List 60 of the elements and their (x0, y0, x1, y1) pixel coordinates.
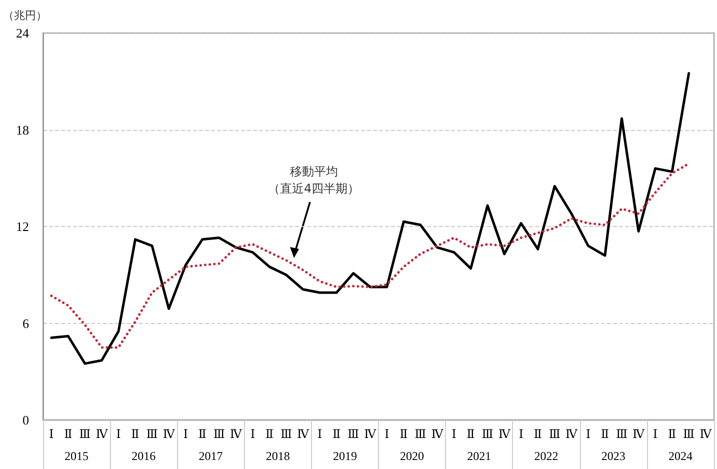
text: 2015 (64, 449, 89, 463)
x-tick-label: Ⅳ (297, 427, 310, 441)
text: 2021 (467, 449, 492, 463)
x-tick-label: Ⅲ (548, 427, 560, 441)
x-tick-label: Ⅲ (683, 427, 695, 441)
x-tick-label: Ⅱ (600, 427, 610, 441)
x-tick-label: Ⅰ (518, 427, 524, 441)
x-tick-label: Ⅰ (183, 427, 188, 441)
x-tick-label: Ⅲ (348, 427, 360, 441)
x-tick-label: Ⅲ (79, 427, 91, 441)
x-tick-label: Ⅰ (384, 427, 390, 441)
line-series (50, 72, 690, 365)
text: 2019 (332, 449, 357, 463)
x-tick-label: Ⅱ (534, 427, 542, 441)
x-tick-label: Ⅰ (652, 427, 658, 441)
text: 2016 (132, 449, 156, 463)
x-tick-label: Ⅲ (213, 427, 225, 441)
text: 2020 (400, 449, 424, 463)
x-tick-label: Ⅲ (146, 427, 158, 441)
text: 2022 (534, 449, 558, 463)
annotation: （直近4四半期） (268, 182, 360, 196)
x-tick-label: Ⅳ (162, 427, 176, 441)
y-tick-label: 12 (16, 219, 29, 234)
x-tick-label: Ⅰ (116, 427, 122, 441)
x-tick-label: Ⅱ (466, 427, 475, 441)
y-tick-label: 0 (22, 412, 29, 428)
x-tick-label: Ⅱ (265, 427, 274, 441)
y-axis-title: （兆円） (3, 9, 47, 22)
x-tick-label: Ⅳ (700, 427, 713, 441)
x-tick-label: Ⅳ (364, 427, 378, 441)
x-tick-label: Ⅱ (198, 427, 206, 441)
text: 2024 (668, 449, 692, 463)
x-tick-label: Ⅲ (280, 427, 292, 441)
x-tick-label: Ⅳ (632, 427, 646, 441)
x-tick-label: Ⅱ (332, 427, 341, 441)
x-tick-label: Ⅱ (668, 427, 676, 441)
x-tick-label: Ⅳ (565, 427, 578, 441)
x-tick-label: Ⅲ (482, 427, 494, 441)
x-tick-label: Ⅱ (400, 427, 408, 441)
y-tick-label: 18 (16, 122, 29, 138)
x-tick-label: Ⅲ (414, 427, 426, 441)
text: 2023 (601, 449, 626, 463)
x-tick-label: Ⅳ (498, 427, 512, 441)
y-tick-label: 24 (16, 26, 30, 40)
x-tick-label: Ⅰ (49, 427, 54, 441)
x-tick-label: Ⅰ (250, 427, 256, 441)
x-tick-label: Ⅲ (616, 427, 628, 441)
annotation: 移動平均 (290, 164, 338, 178)
x-tick-label: Ⅱ (64, 427, 72, 441)
line-series (50, 162, 690, 349)
x-tick-label: Ⅳ (431, 427, 444, 441)
x-tick-label: Ⅳ (96, 427, 109, 441)
x-tick-label: Ⅰ (586, 427, 591, 441)
x-tick-label: Ⅱ (131, 427, 140, 441)
text: 2018 (266, 449, 290, 463)
x-tick-label: Ⅳ (230, 427, 243, 441)
text: 2017 (198, 449, 223, 463)
y-tick-label: 6 (22, 316, 30, 331)
x-tick-label: Ⅰ (317, 427, 322, 441)
x-tick-label: Ⅰ (452, 427, 457, 441)
